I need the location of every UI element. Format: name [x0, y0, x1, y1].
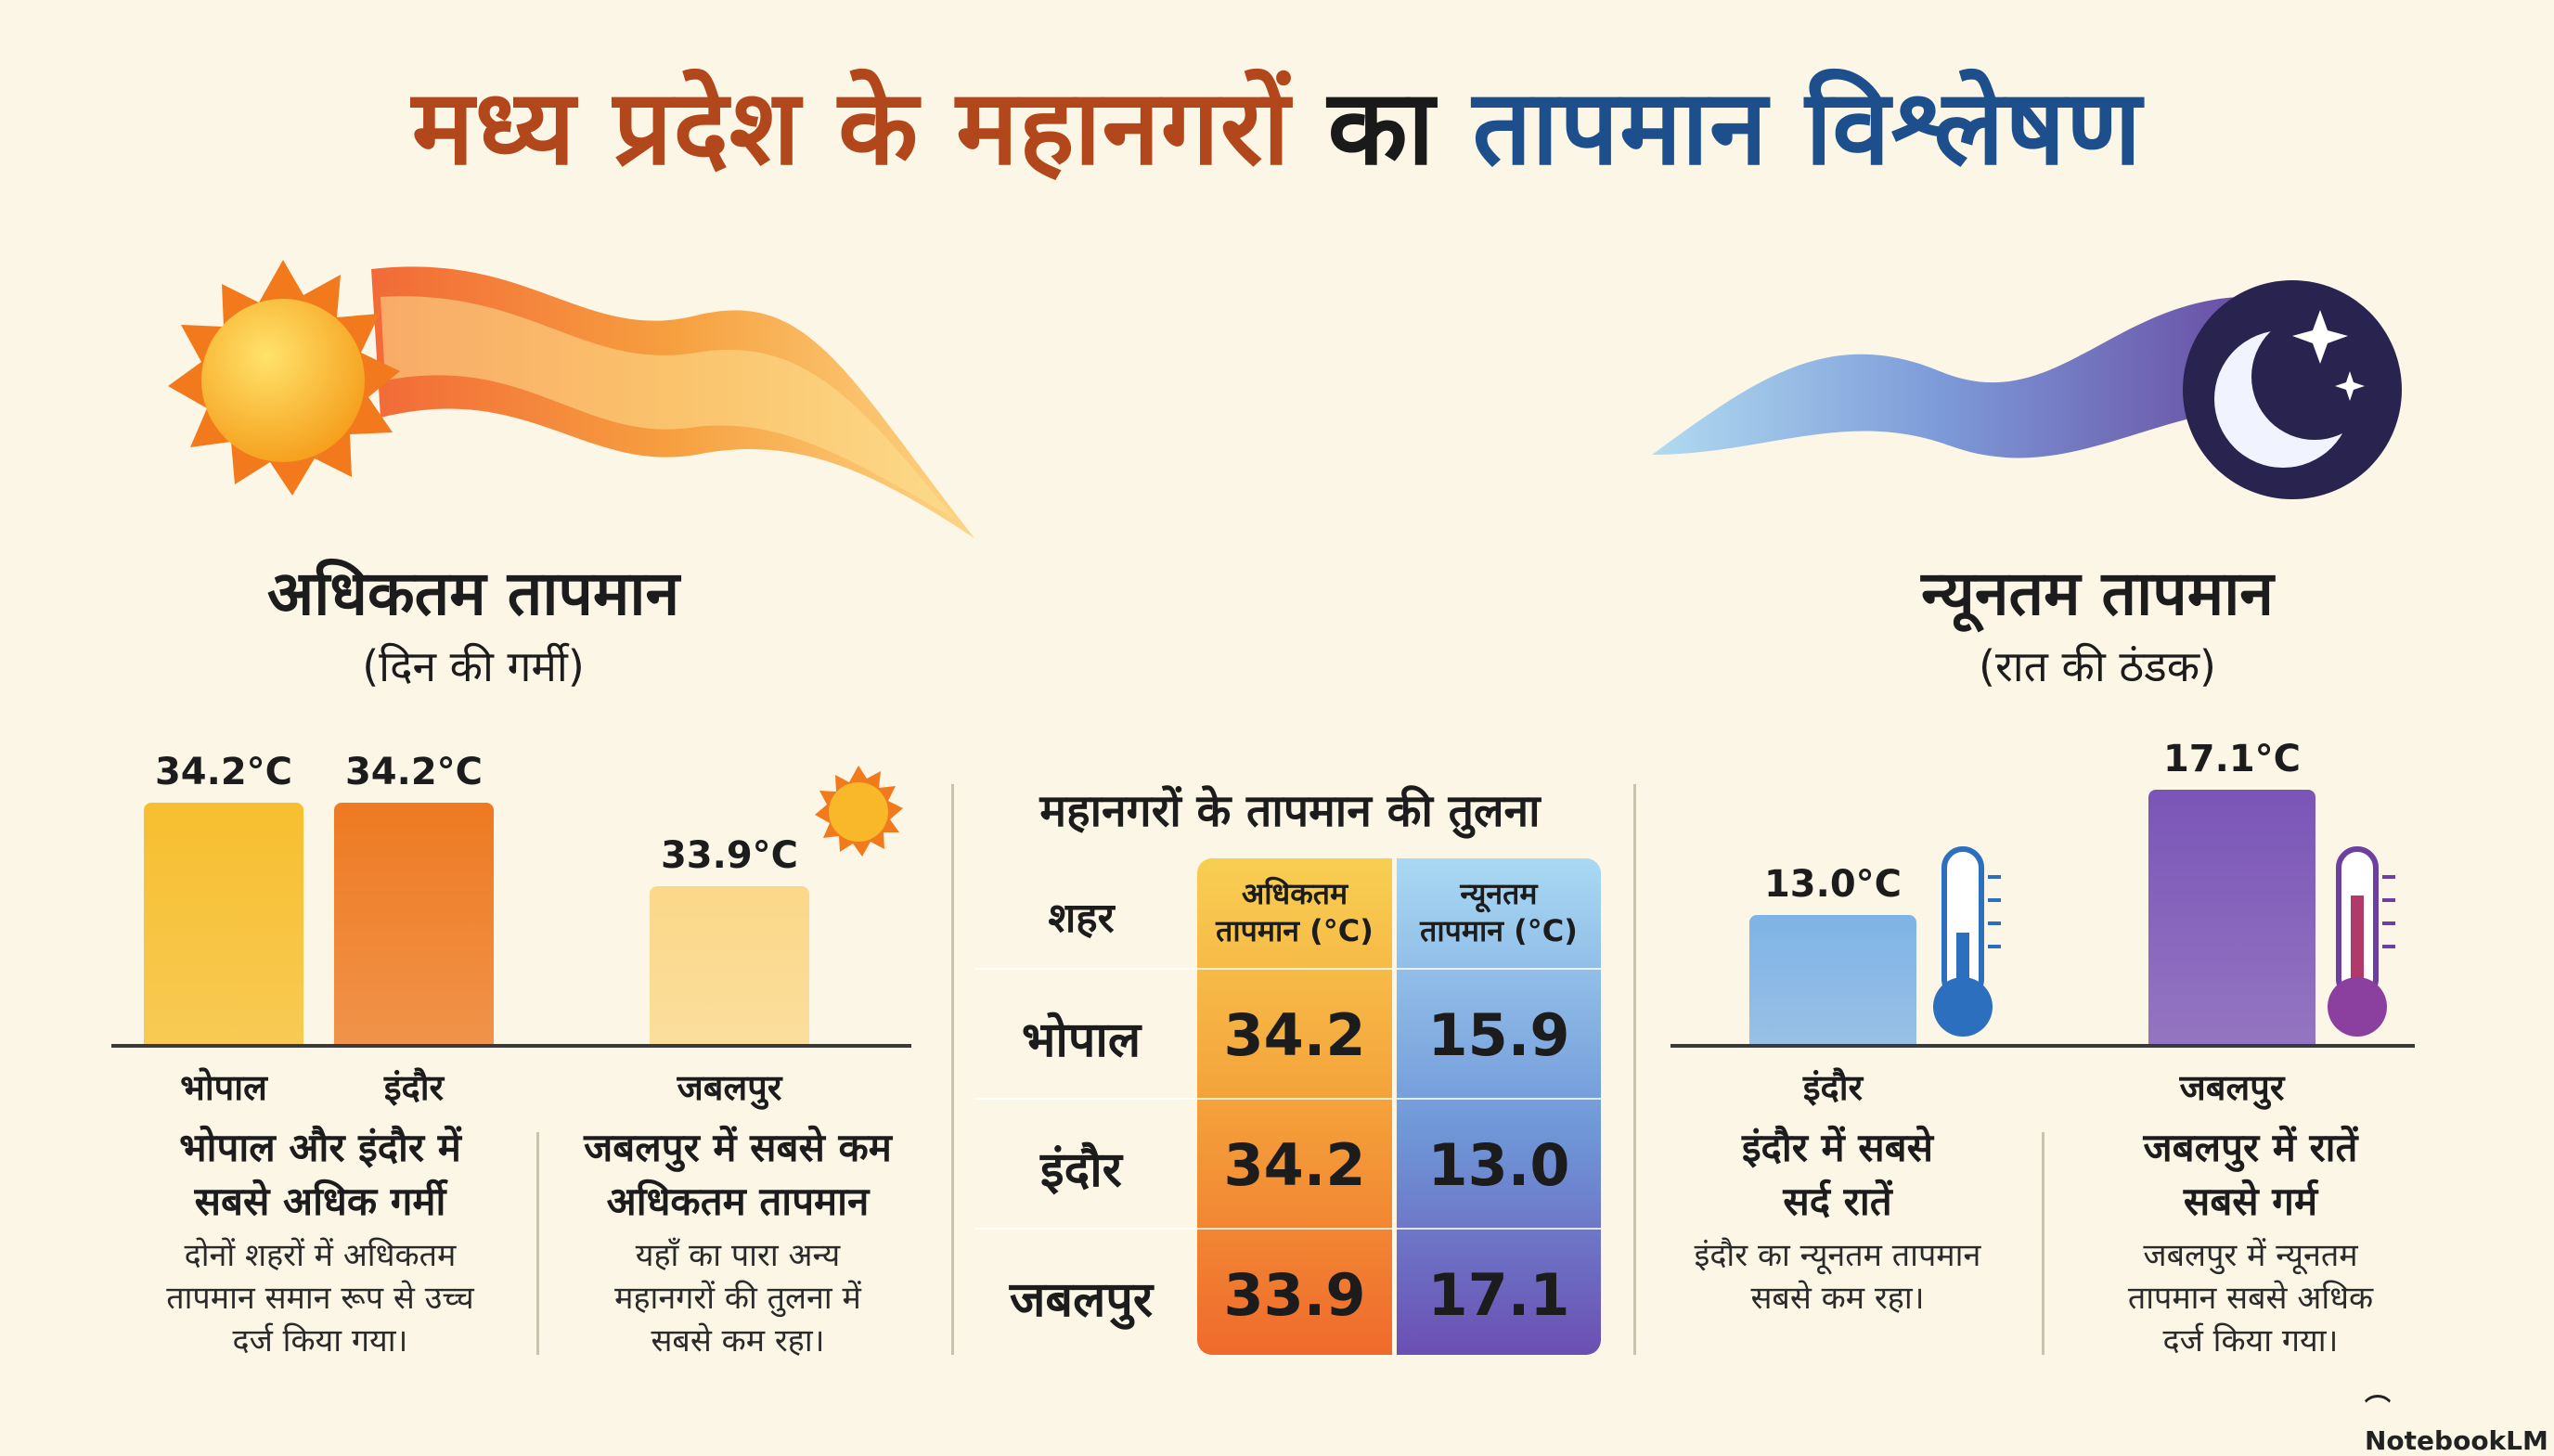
table-cell-city: भोपाल — [1021, 1012, 1142, 1068]
star-icon — [2292, 310, 2348, 364]
column-separator — [1392, 858, 1397, 1355]
table-cell-min: 17.1 — [1427, 1261, 1570, 1329]
max-temp-subheading: (दिन की गर्मी) — [362, 641, 585, 691]
sun-heat-wave-illustration — [168, 260, 974, 538]
bar — [2148, 789, 2315, 1044]
bar — [334, 803, 494, 1044]
max-note-1: भोपाल और इंदौर में सबसे अधिक गर्मी दोनों… — [111, 1121, 529, 1362]
note-headline: जबलपुर में रातें — [2143, 1125, 2358, 1170]
header-line: अधिकतम — [1241, 876, 1348, 911]
note-desc: सबसे कम रहा। — [651, 1322, 825, 1359]
cool-wave-icon — [1652, 297, 2237, 458]
note-desc: यहाँ का पारा अन्य — [635, 1237, 841, 1274]
title-part-3: तापमान विश्लेषण — [1472, 68, 2143, 188]
min-note-1: इंदौर में सबसे सर्द रातें इंदौर का न्यून… — [1657, 1121, 2019, 1320]
brand-text: NotebookLM — [2365, 1425, 2548, 1456]
min-chart-baseline — [1670, 1044, 2415, 1048]
bar-value-label: 33.9°C — [660, 834, 799, 877]
note-desc: तापमान समान रूप से उच्च — [166, 1280, 474, 1317]
table-cell-min: 13.0 — [1427, 1131, 1570, 1199]
note-desc: महानगरों की तुलना में — [614, 1280, 861, 1317]
header-line: न्यूनतम — [1460, 876, 1538, 911]
table-cell-city: जबलपुर — [1009, 1272, 1154, 1328]
max-temp-chart: 34.2°C भोपाल 34.2°C इंदौर 33.9°C जबलपुर — [111, 733, 909, 1108]
comparison-table: शहर अधिकतम तापमान (°C) न्यूनतम तापमान (°… — [974, 858, 1601, 1355]
title-part-2: का — [1327, 68, 1436, 188]
note-headline: सबसे गर्म — [2183, 1179, 2318, 1224]
max-column-bg — [1197, 858, 1392, 1355]
title-part-1: मध्य प्रदेश के महानगरों — [411, 68, 1291, 188]
thermometer-icon — [2328, 846, 2395, 1037]
max-chart-baseline — [111, 1044, 911, 1048]
bar-value-label: 34.2°C — [344, 751, 484, 793]
note-headline: सबसे अधिक गर्मी — [194, 1179, 446, 1224]
max-temp-heading: अधिकतम तापमान — [266, 558, 680, 629]
brand-logo: ⌒ NotebookLM — [2365, 1388, 2554, 1456]
table-row: जबलपुर 33.9 17.1 — [974, 1230, 1601, 1355]
min-column-bg — [1397, 858, 1601, 1355]
min-temp-chart: 13.0°C इंदौर 17.1°C जबलपुर — [1670, 733, 2506, 1108]
note-headline: भोपाल और इंदौर में — [179, 1125, 461, 1170]
note-headline: जबलपुर में सबसे कम — [584, 1125, 892, 1170]
thermometer-icon — [1933, 846, 2001, 1037]
max-note-2: जबलपुर में सबसे कम अधिकतम तापमान यहाँ का… — [543, 1121, 933, 1362]
table-title: महानगरों के तापमान की तुलना — [1039, 785, 1541, 837]
bar-category-label: जबलपुर — [677, 1067, 782, 1108]
moon-cool-wave-illustration — [1652, 280, 2402, 499]
min-note-2: जबलपुर में रातें सबसे गर्म जबलपुर में न्… — [2056, 1121, 2445, 1362]
table-header-city: शहर — [1048, 895, 1115, 942]
table-cell-city: इंदौर — [1040, 1142, 1122, 1198]
row-separator — [974, 968, 1601, 970]
note-headline: अधिकतम तापमान — [606, 1179, 870, 1224]
divider — [951, 784, 954, 1355]
divider — [2042, 1132, 2044, 1355]
note-desc: तापमान सबसे अधिक — [2127, 1280, 2374, 1317]
divider — [1633, 784, 1636, 1355]
note-desc: दर्ज किया गया। — [2162, 1322, 2339, 1359]
bar-category-label: भोपाल — [180, 1067, 267, 1108]
note-desc: दर्ज किया गया। — [232, 1322, 408, 1359]
bar — [650, 886, 809, 1044]
note-headline: इंदौर में सबसे — [1741, 1125, 1934, 1170]
table-cell-max: 34.2 — [1223, 1131, 1366, 1199]
row-separator — [974, 1228, 1601, 1230]
note-desc: इंदौर का न्यूनतम तापमान — [1694, 1237, 1981, 1274]
brand-icon: ⌒ — [2365, 1393, 2392, 1424]
table-header-min: न्यूनतम तापमान (°C) — [1397, 875, 1601, 949]
moon-icon — [2183, 280, 2402, 499]
note-desc: जबलपुर में न्यूनतम — [2143, 1237, 2358, 1274]
bar-value-label: 13.0°C — [1763, 863, 1903, 906]
bar-value-label: 34.2°C — [154, 751, 293, 793]
sun-icon — [168, 260, 400, 496]
note-desc: दोनों शहरों में अधिकतम — [184, 1237, 457, 1274]
table-cell-max: 34.2 — [1223, 1001, 1366, 1069]
header-line: तापमान (°C) — [1216, 913, 1374, 948]
page-title: मध्य प्रदेश के महानगरों का तापमान विश्ले… — [0, 52, 2554, 194]
header-line: तापमान (°C) — [1420, 913, 1578, 948]
row-separator — [974, 1098, 1601, 1100]
bar-value-label: 17.1°C — [2162, 737, 2302, 780]
bar-category-label: इंदौर — [1802, 1067, 1864, 1108]
bar — [144, 803, 303, 1044]
note-desc: सबसे कम रहा। — [1750, 1280, 1925, 1317]
min-temp-heading: न्यूनतम तापमान — [1921, 558, 2274, 629]
table-header-max: अधिकतम तापमान (°C) — [1197, 875, 1392, 949]
table-row: इंदौर 34.2 13.0 — [974, 1100, 1601, 1228]
bar — [1749, 915, 1916, 1044]
note-headline: सर्द रातें — [1783, 1179, 1892, 1224]
bar-category-label: इंदौर — [383, 1067, 445, 1108]
divider — [536, 1132, 539, 1355]
star-icon — [2335, 371, 2365, 401]
min-temp-subheading: (रात की ठंडक) — [1979, 641, 2216, 691]
bar-category-label: जबलपुर — [2179, 1067, 2285, 1108]
table-row: भोपाल 34.2 15.9 — [974, 970, 1601, 1098]
table-cell-min: 15.9 — [1427, 1001, 1570, 1069]
small-sun-icon — [815, 766, 903, 857]
table-cell-max: 33.9 — [1223, 1261, 1366, 1329]
